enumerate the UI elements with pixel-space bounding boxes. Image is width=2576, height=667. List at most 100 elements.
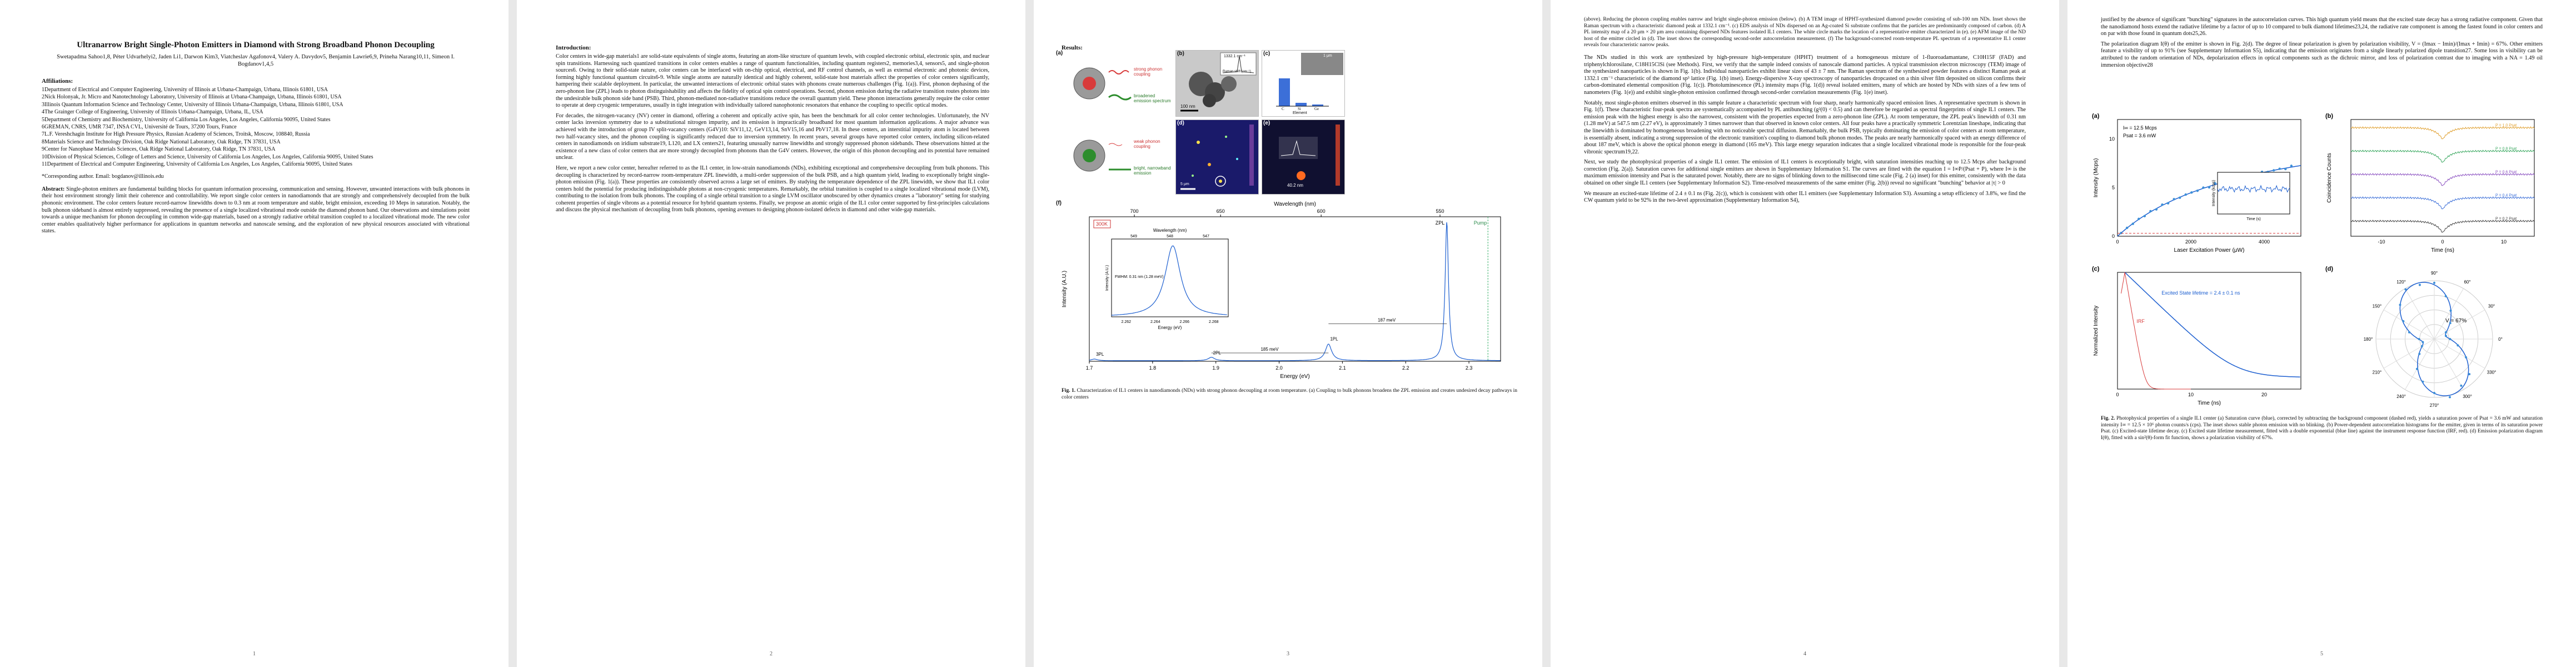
data-point [2433, 391, 2435, 394]
top-axis-label: Wavelength (nm) [1274, 201, 1316, 207]
x-tick-label: -10 [2378, 239, 2385, 245]
page-1: Ultranarrow Bright Single-Photon Emitter… [0, 0, 509, 667]
weak-phonon-wave-icon [1108, 143, 1123, 146]
emitter-marker-circle [1215, 176, 1226, 187]
afm-image [1279, 125, 1340, 186]
affiliation: 11Department of Electrical and Computer … [42, 161, 352, 168]
y-tick-label: 5 [2112, 185, 2115, 191]
paragraph: Here, we report a new color center, here… [556, 165, 989, 213]
angle-label: 210° [2373, 370, 2382, 375]
affiliations-heading: Affiliations: [42, 78, 73, 84]
broad-emission-icon [1108, 94, 1132, 101]
inset-fwhm-label: FWHM: 0.31 nm (1.28 meV) [1115, 275, 1164, 279]
section-heading-introduction: Introduction: [556, 44, 591, 51]
angle-label: 30° [2488, 304, 2495, 309]
plot-frame [2117, 272, 2301, 390]
page-5: justified by the absence of significant … [2067, 0, 2576, 667]
data-point [2149, 210, 2152, 213]
paragraph: justified by the absence of significant … [2101, 17, 2543, 37]
zpl-inset: 2.262 2.264 2.266 2.268 549 548 547 Wavelength … [1105, 228, 1229, 330]
fit-annotation: I∞ = 12.5 Mcps [2123, 125, 2157, 131]
polar-grid-spoke [2405, 288, 2435, 340]
inset-top-tick-label: 549 [1130, 235, 1137, 238]
visibility-label: V = 67% [2445, 318, 2467, 324]
x-tick-label: 1.7 [1086, 365, 1093, 371]
fig2d-polarization: (d) 0° 30° 60° 90° 120° 150° 180° 210° 240° 270° 30… [2323, 264, 2545, 411]
polarization-chart: (d) 0° 30° 60° 90° 120° 150° 180° 210° 240° 270° 30… [2325, 266, 2503, 408]
x-tick-label: 2.3 [1466, 365, 1473, 371]
paragraph: We measure an excited-state lifetime of … [1584, 190, 2026, 204]
element-label: C [1282, 107, 1284, 111]
data-point [2421, 341, 2424, 344]
element-label: Si [1298, 107, 1301, 111]
paragraph: Notably, most single-photon emitters obs… [1584, 99, 2026, 155]
eds-image [1301, 53, 1343, 75]
panel-label: (e) [1263, 120, 1270, 126]
data-point [2120, 231, 2122, 235]
inset-top-axis-label: Wavelength (nm) [1153, 228, 1187, 233]
eds-xlabel: Element [1293, 111, 1307, 115]
irf-label: IRF [2136, 318, 2145, 324]
x-tick-label: 0 [2116, 239, 2119, 245]
y-axis-label: Intensity (A.U.) [1062, 271, 1068, 307]
panel-label: (c) [2092, 266, 2100, 272]
angle-label: 180° [2364, 337, 2373, 342]
x-tick-label: 20 [2261, 392, 2267, 397]
abstract-text: Single-photon emitters are fundamental b… [42, 186, 470, 235]
data-point [2284, 167, 2287, 171]
data-point [2433, 281, 2435, 284]
narrow-emission-label: bright, narrowband emission [1134, 166, 1171, 176]
affiliations-list: 1Department of Electrical and Computer E… [42, 87, 470, 168]
section-heading-results: Results: [1062, 44, 1083, 51]
x-tick-label: 2.0 [1275, 365, 1283, 371]
g2-trace [2350, 150, 2535, 163]
affiliation: 5Department of Chemistry and Biochemistr… [42, 116, 331, 123]
caption-label: Fig. 1. [1062, 388, 1076, 394]
strong-coupling-label: strong phonon coupling [1134, 67, 1163, 77]
spectrum-line [1089, 222, 1501, 361]
angle-label: 60° [2464, 280, 2470, 285]
data-point [2449, 338, 2452, 340]
polar-grid-spoke [2434, 288, 2464, 340]
data-point [2161, 203, 2164, 206]
x-axis-label: Laser Excitation Power (μW) [2174, 247, 2245, 253]
inset-tick-label: 2.264 [1150, 320, 1160, 324]
g2-trace [2350, 126, 2535, 140]
x-tick-label: 1.8 [1149, 365, 1157, 371]
page-3: Results: (a) strong phonon coupling broa… [1034, 0, 1542, 667]
irf-trace [2121, 272, 2191, 390]
fig2c-lifetime: (c) IRF Excited State lifetime = 2.4 ± 0.1… [2090, 264, 2312, 411]
strong-phonon-wave-icon [1108, 70, 1129, 74]
data-point [2399, 303, 2401, 306]
inset-top-tick-label: 548 [1167, 235, 1173, 238]
x-tick-label: 10 [2501, 239, 2507, 245]
figure-1: (a) strong phonon coupling broadened emi… [1056, 50, 1523, 384]
data-point [2444, 331, 2447, 334]
lifetime-chart: (c) IRF Excited State lifetime = 2.4 ± 0.1… [2092, 266, 2301, 406]
inset-tick-label: 2.268 [1209, 320, 1219, 324]
data-point [2468, 373, 2471, 376]
saturation-chart: (a) I∞ = 12.5 Mcps Psat = 3.6 mW 0 2000 4000 0… [2092, 113, 2301, 253]
x-tick-label: 0 [2116, 392, 2119, 397]
inset-frame [2217, 172, 2290, 215]
x-tick-label: 1.9 [1212, 365, 1219, 371]
figure-2: (a) I∞ = 12.5 Mcps Psat = 3.6 mW 0 2000 4000 0… [2090, 111, 2557, 411]
panel-label: (d) [2325, 266, 2333, 272]
affiliation: 9Center for Nanophase Materials Sciences… [42, 146, 276, 153]
zpl-label: ZPL [1436, 220, 1445, 226]
data-point [2408, 331, 2410, 334]
top-tick-label: 600 [1317, 208, 1326, 214]
fig1c-eds: (c) 1 μm C Si Ge Element [1262, 50, 1345, 117]
temperature-tag-box [1093, 220, 1111, 228]
y-tick-label: 0 [2112, 233, 2115, 239]
legend-entry: P = 0.6 Psat [2495, 171, 2517, 175]
data-point [2444, 335, 2447, 337]
data-point [2278, 167, 2281, 170]
page-number: 4 [1803, 651, 1806, 657]
data-point [2448, 396, 2451, 399]
figure-2-caption: Fig. 2. Photophysical properties of a si… [2101, 416, 2543, 441]
inset-tick-label: 2.262 [1121, 320, 1131, 324]
y-tick-label: 10 [2109, 136, 2115, 142]
fig2b-autocorrelation: (b) P = 1.0 Psat P = 0.8 Psat P = 0.6 Psat P… [2323, 111, 2545, 258]
